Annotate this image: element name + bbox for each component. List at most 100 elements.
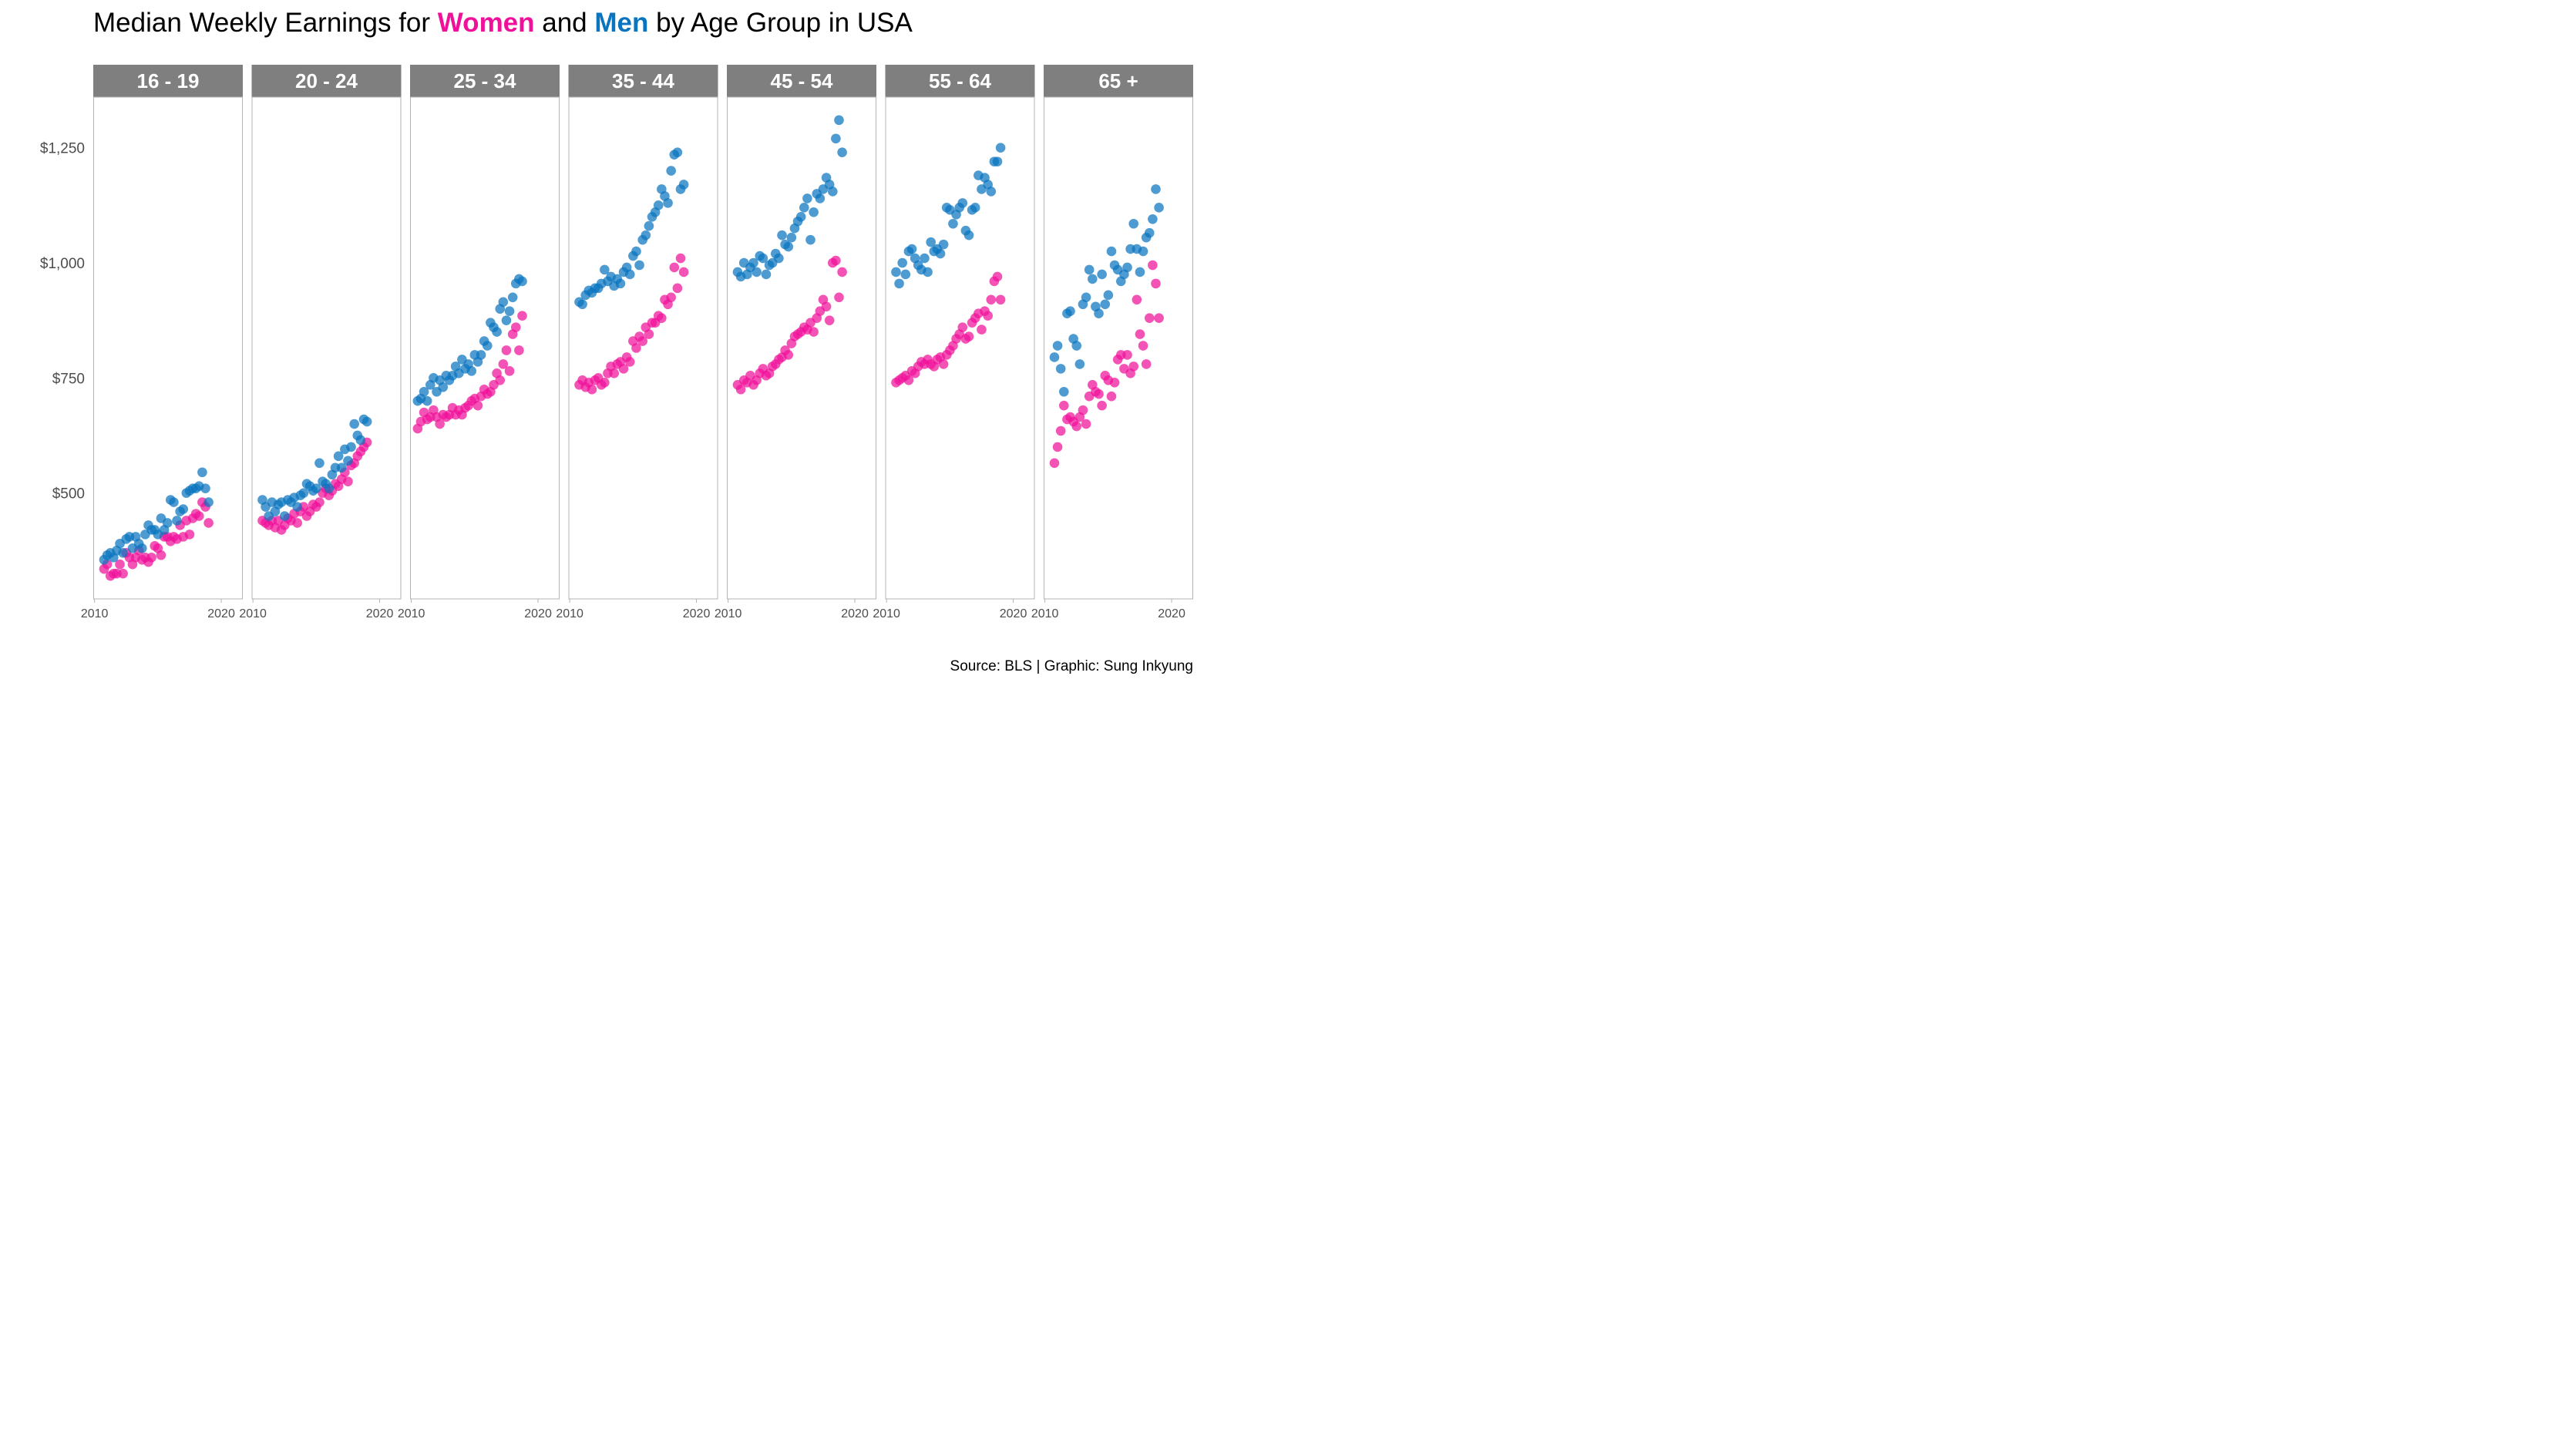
men-point [761,269,772,280]
men-point [802,193,812,203]
men-point [1097,269,1107,280]
men-point [422,395,432,406]
women-point [1154,313,1164,323]
men-point [777,230,787,240]
facet-panel: 65 + 2010 2020 [1031,65,1193,620]
chart-title: Median Weekly Earnings for Women and Men… [93,8,913,39]
y-tick-label: $1,000 [40,256,85,272]
men-point [517,276,527,287]
men-point [172,516,182,526]
men-point [314,458,325,469]
men-point [815,193,826,203]
men-point [1154,203,1164,213]
title-and: and [534,8,595,38]
men-point [1151,184,1161,194]
women-point [1144,313,1155,323]
men-point [758,253,768,264]
panel-border [93,96,243,600]
women-point [343,476,353,487]
men-point [501,315,512,325]
y-tick-label: $1,250 [40,141,85,157]
women-point [1151,278,1161,289]
women-point [156,550,166,560]
women-point [510,322,521,332]
men-point [672,147,683,157]
men-point [498,297,509,308]
women-point [1071,421,1082,432]
women-point [657,313,667,323]
women-point [1132,294,1142,305]
women-point [504,366,515,376]
facet-strip [251,65,402,97]
men-point [748,257,758,268]
facet-panel: 45 - 54 2010 2020 [715,65,876,620]
women-point [1128,361,1139,372]
men-point [1128,218,1139,229]
panel-border [727,96,876,600]
women-point [472,400,483,411]
men-point [634,260,644,271]
facet-label: 25 - 34 [454,69,516,92]
men-point [837,147,847,157]
women-point [618,364,629,374]
women-point [1148,260,1158,271]
women-point [672,283,683,294]
women-point [977,324,987,335]
men-point [292,502,302,512]
facet-panel: 55 - 64 2010 2020 [873,65,1035,620]
men-point [419,386,429,397]
men-point [774,253,784,264]
men-point [948,218,958,229]
men-point [906,244,917,254]
men-point [476,350,486,360]
men-point [897,257,907,268]
men-point [805,234,815,245]
women-point [678,267,689,277]
men-point [938,239,949,250]
facet-strip [727,65,876,97]
men-point [136,543,147,553]
women-point [809,327,819,337]
men-point [482,341,493,351]
men-point [799,203,809,213]
women-point [624,357,635,367]
facet-label: 45 - 54 [771,69,833,92]
men-point [203,497,214,507]
men-point [577,299,587,310]
women-point [501,345,512,355]
men-point [783,241,794,252]
title-prefix: Median Weekly Earnings for [93,8,438,38]
facet-strip [410,65,560,97]
women-point [514,345,524,355]
facet-strip [568,65,718,97]
men-point [663,198,673,208]
panel-border [251,96,402,600]
men-point [1106,246,1117,257]
men-point [466,366,477,376]
x-tick-label: 2010 [556,607,583,620]
men-point [492,327,502,337]
men-point [197,467,207,478]
men-point [1094,308,1104,319]
men-point [894,278,904,289]
men-point [752,267,762,277]
women-point [609,368,619,378]
men-point [1065,306,1075,317]
men-point [1135,267,1145,277]
men-point [809,207,819,217]
men-point [786,232,797,243]
women-point [118,568,128,579]
women-point [1109,377,1120,388]
men-point [333,451,344,462]
facet-panel: 25 - 34 2010 2020 [398,65,560,620]
x-tick-label: 2020 [207,607,235,620]
men-point [891,267,901,277]
men-point [1103,290,1114,301]
women-point [435,419,445,429]
men-point [507,292,518,303]
source-caption: Source: BLS | Graphic: Sung Inkyung [950,658,1193,674]
facet-panel: 35 - 44 2010 2020 [556,65,718,620]
women-point [517,311,527,321]
men-point [1084,264,1095,275]
